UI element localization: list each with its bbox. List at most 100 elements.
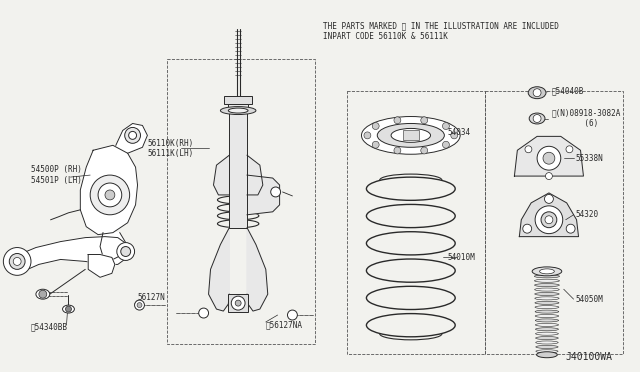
Circle shape <box>198 308 209 318</box>
Circle shape <box>545 216 553 224</box>
Circle shape <box>394 117 401 124</box>
Text: 54320: 54320 <box>575 210 598 219</box>
Polygon shape <box>15 237 127 271</box>
Text: 54034: 54034 <box>447 128 470 137</box>
Circle shape <box>3 247 31 275</box>
Ellipse shape <box>536 352 557 358</box>
Circle shape <box>420 147 428 154</box>
Ellipse shape <box>36 289 50 299</box>
Text: ※54040B: ※54040B <box>552 86 584 95</box>
Ellipse shape <box>63 305 74 313</box>
Circle shape <box>535 206 563 234</box>
Circle shape <box>236 300 241 306</box>
Circle shape <box>39 290 47 298</box>
Circle shape <box>442 122 449 129</box>
Circle shape <box>372 141 379 148</box>
Text: 54500P (RH)
54501P (LH): 54500P (RH) 54501P (LH) <box>31 166 82 185</box>
Circle shape <box>125 128 141 143</box>
Circle shape <box>543 152 555 164</box>
Circle shape <box>105 190 115 200</box>
Ellipse shape <box>528 87 546 99</box>
Circle shape <box>13 257 21 265</box>
Text: ※(N)08918-3082A
       (6): ※(N)08918-3082A (6) <box>552 109 621 128</box>
Circle shape <box>129 131 136 140</box>
Bar <box>485 91 623 354</box>
Ellipse shape <box>362 116 460 154</box>
Ellipse shape <box>535 314 559 318</box>
Circle shape <box>541 212 557 228</box>
Ellipse shape <box>534 288 559 291</box>
Circle shape <box>287 310 298 320</box>
Bar <box>403 131 419 140</box>
Ellipse shape <box>536 341 558 344</box>
Ellipse shape <box>534 275 559 278</box>
Circle shape <box>537 146 561 170</box>
Circle shape <box>65 306 72 312</box>
Polygon shape <box>88 254 115 277</box>
Ellipse shape <box>536 332 558 335</box>
Circle shape <box>545 195 554 203</box>
Ellipse shape <box>536 345 558 349</box>
Circle shape <box>420 117 428 124</box>
Bar <box>228 294 248 312</box>
Polygon shape <box>515 137 584 176</box>
Bar <box>347 91 485 354</box>
Ellipse shape <box>535 323 559 326</box>
Ellipse shape <box>536 337 558 340</box>
Text: 56127N: 56127N <box>138 293 165 302</box>
Bar <box>228 104 248 109</box>
Ellipse shape <box>391 128 431 142</box>
Circle shape <box>90 175 130 215</box>
Polygon shape <box>214 155 229 195</box>
Circle shape <box>566 146 573 153</box>
Text: 55338N: 55338N <box>575 154 604 163</box>
Text: ※54340BB: ※54340BB <box>31 323 68 331</box>
Text: J40100WA: J40100WA <box>566 352 612 362</box>
Ellipse shape <box>228 108 248 113</box>
Circle shape <box>231 296 245 310</box>
Circle shape <box>533 115 541 122</box>
Ellipse shape <box>535 297 559 300</box>
Polygon shape <box>247 175 280 215</box>
Bar <box>225 96 252 104</box>
Polygon shape <box>80 145 138 235</box>
Ellipse shape <box>535 310 559 313</box>
Circle shape <box>134 300 145 310</box>
Circle shape <box>364 132 371 139</box>
Circle shape <box>525 146 532 153</box>
Polygon shape <box>247 228 268 311</box>
Ellipse shape <box>534 283 559 287</box>
Ellipse shape <box>540 269 554 274</box>
Circle shape <box>394 147 401 154</box>
Polygon shape <box>209 228 229 311</box>
Circle shape <box>442 141 449 148</box>
Polygon shape <box>247 155 263 195</box>
Text: INPART CODE 56110K & 56111K: INPART CODE 56110K & 56111K <box>323 32 448 41</box>
Circle shape <box>137 303 142 308</box>
Ellipse shape <box>536 328 559 331</box>
Ellipse shape <box>377 124 444 147</box>
Ellipse shape <box>535 306 559 309</box>
Polygon shape <box>100 232 125 259</box>
Circle shape <box>10 253 25 269</box>
Circle shape <box>533 89 541 97</box>
Circle shape <box>523 224 532 233</box>
Ellipse shape <box>220 107 256 115</box>
Text: 54050M: 54050M <box>575 295 604 304</box>
Ellipse shape <box>535 301 559 304</box>
Text: THE PARTS MARKED ※ IN THE ILLUSTRATION ARE INCLUDED: THE PARTS MARKED ※ IN THE ILLUSTRATION A… <box>323 21 559 30</box>
Polygon shape <box>116 124 147 153</box>
Ellipse shape <box>535 292 559 295</box>
Bar <box>167 59 315 344</box>
Circle shape <box>566 224 575 233</box>
Text: 56110K(RH)
56111K(LH): 56110K(RH) 56111K(LH) <box>147 139 194 158</box>
Ellipse shape <box>534 279 559 282</box>
Circle shape <box>98 183 122 207</box>
Circle shape <box>545 173 552 180</box>
Text: ※56127NA: ※56127NA <box>266 320 303 330</box>
Ellipse shape <box>535 319 559 322</box>
Polygon shape <box>519 193 579 237</box>
Circle shape <box>271 187 280 197</box>
Circle shape <box>117 243 134 260</box>
Text: 54010M: 54010M <box>447 253 475 262</box>
